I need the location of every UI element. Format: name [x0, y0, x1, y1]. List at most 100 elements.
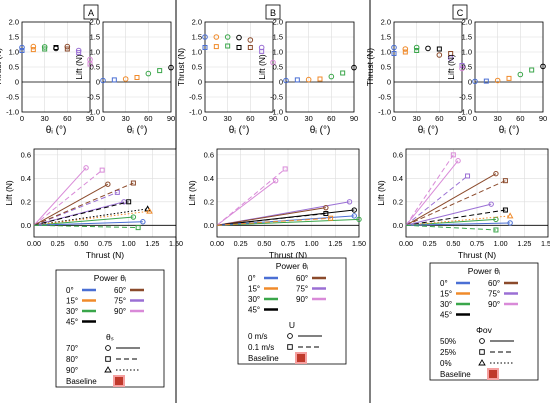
legend-baseline-label: Baseline	[248, 354, 279, 363]
y-axis-label: Lift (N)	[376, 180, 386, 206]
small-plot: -1.0 -0.5 0 0.5 1.0 1.5 2.0 0 30 60 90 Thrust (N) θᵢ…	[365, 18, 466, 137]
x-tick-label: 0.75	[98, 239, 112, 248]
legend-frame	[429, 262, 539, 381]
legend-marker	[287, 344, 293, 350]
series-end-marker	[99, 167, 105, 173]
legend-power-label: 60°	[114, 286, 126, 295]
x-tick-label: 1.25	[328, 239, 342, 248]
y-tick-label: -0.5	[270, 93, 283, 102]
y-tick-label: 0.6	[393, 150, 403, 159]
series-line	[216, 180, 276, 226]
plot-frame	[21, 21, 91, 113]
legend-frame	[55, 269, 165, 388]
x-tick-label: 0.00	[399, 239, 413, 248]
y-tick-label: 0.2	[393, 197, 403, 206]
series-end-marker	[488, 201, 494, 207]
y-tick-label: 0.5	[462, 63, 472, 72]
y-tick-label: 1.5	[273, 33, 283, 42]
legend-power-label: 75°	[114, 297, 126, 306]
x-tick-label: 30	[493, 114, 501, 123]
data-point	[402, 46, 409, 52]
legend-power-label: 45°	[248, 306, 260, 315]
x-tick-label: 0.00	[27, 239, 41, 248]
series-end-marker	[502, 178, 508, 184]
series-end-marker	[493, 216, 499, 223]
x-tick-label: 0	[392, 114, 396, 123]
series-end-marker	[114, 189, 120, 195]
legend-marker	[287, 333, 293, 339]
series-line	[216, 209, 355, 226]
legend-section-label: 0 m/s	[248, 332, 268, 341]
data-point	[236, 34, 242, 41]
data-point	[447, 55, 454, 61]
data-point	[30, 47, 36, 53]
data-point	[122, 76, 129, 82]
legend-box: Power θᵢ 0° 60° 15° 75° 30° 90° 45° θₛ 70° 80° 90° B…	[55, 269, 165, 388]
legend-section-label: 90°	[66, 366, 78, 375]
y-tick-label: 1.0	[90, 48, 100, 57]
data-point	[247, 37, 254, 43]
y-tick-label: 1.5	[381, 33, 391, 42]
x-tick-label: 90	[539, 114, 547, 123]
legend-power-label: 15°	[248, 285, 260, 294]
series-end-marker	[465, 173, 471, 179]
panel-label-box	[265, 4, 281, 20]
y-tick-label: -0.5	[459, 93, 472, 102]
y-tick-label: 1.0	[273, 48, 283, 57]
series-end-marker	[323, 211, 329, 217]
x-axis-label: Thrust (N)	[269, 250, 307, 260]
y-tick-label: 0.5	[90, 63, 100, 72]
legend-box: Power θᵢ 0° 60° 15° 75° 30° 90° 45° U 0 m/s 0.1 m/…	[237, 257, 347, 365]
small-plot: -1.0 -0.5 0 0.5 1.0 1.5 2.0 0 30 60 90 Thrust (N) θᵢ…	[0, 18, 94, 137]
y-tick-label: 1.0	[192, 48, 202, 57]
y-tick-label: 1.0	[9, 48, 19, 57]
series-line	[405, 154, 454, 226]
x-axis-label: Thrust (N)	[458, 250, 496, 260]
x-tick-label: 0.75	[281, 239, 295, 248]
y-tick-label: -1.0	[189, 108, 202, 117]
data-point	[517, 71, 524, 78]
x-tick-label: 0.75	[470, 239, 484, 248]
y-tick-label: 0.5	[192, 63, 202, 72]
data-point	[111, 77, 117, 83]
x-tick-label: 1.00	[122, 239, 136, 248]
legend-section-label: 80°	[66, 355, 78, 364]
lift-thrust-plot: 0.0 0.2 0.4 0.6 0.00 0.25 0.50 0.75 1.00 1.25 1.50…	[376, 148, 550, 260]
y-tick-label: 0.6	[204, 150, 214, 159]
series-line	[33, 224, 139, 229]
legend-box: Power θᵢ 0° 60° 15° 75° 30° 90° 45° Φov 50% 25% 0% B…	[429, 262, 539, 381]
x-tick-label: 30	[40, 114, 48, 123]
x-tick-label: 0.50	[257, 239, 271, 248]
data-point	[413, 44, 420, 51]
x-axis-label: θᵢ (°)	[229, 125, 250, 136]
x-axis-label: θᵢ (°)	[418, 125, 439, 136]
x-tick-label: 1.00	[494, 239, 508, 248]
y-axis-label: Lift (N)	[187, 180, 197, 206]
series-end-marker	[507, 220, 513, 226]
legend-power-label: 90°	[114, 307, 126, 316]
y-tick-label: 0	[387, 78, 391, 87]
y-axis-label: Lift (N)	[257, 54, 267, 80]
data-point	[436, 46, 442, 52]
series-line	[33, 191, 118, 226]
series-end-marker	[146, 207, 153, 214]
legend-power-label: 60°	[296, 274, 308, 283]
series-line	[216, 168, 286, 226]
data-point	[436, 52, 443, 58]
plot-frame	[204, 21, 274, 113]
data-point	[213, 44, 219, 50]
series-line	[33, 221, 143, 226]
series-end-marker	[351, 207, 357, 213]
legend-marker	[105, 345, 111, 351]
y-tick-label: -0.5	[189, 93, 202, 102]
plot-frame	[405, 148, 549, 238]
series-line	[405, 209, 506, 226]
data-point	[202, 34, 208, 40]
legend-title: Power θᵢ	[276, 261, 309, 271]
y-tick-label: 0	[279, 78, 283, 87]
data-point	[213, 34, 220, 40]
legend-power-label: 0°	[248, 274, 256, 283]
data-point	[472, 78, 478, 85]
data-point	[259, 48, 265, 54]
data-point	[53, 45, 59, 50]
